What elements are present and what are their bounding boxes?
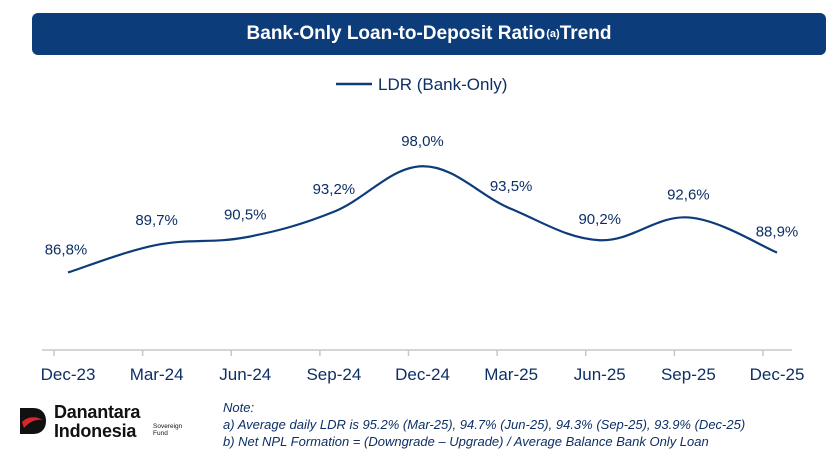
x-tick-label: Sep-24 [306, 365, 361, 384]
chart-legend: LDR (Bank-Only) [336, 75, 507, 94]
chart-title-bar: Bank-Only Loan-to-Deposit Ratio (a) Trend [32, 13, 826, 55]
brand-line2: Indonesia [54, 421, 137, 441]
data-label-dec-24: 98,0% [401, 133, 444, 150]
series-line [67, 165, 778, 274]
x-tick-label: Jun-24 [219, 365, 271, 384]
note-title: Note: [223, 400, 255, 415]
data-label-mar-24: 89,7% [135, 212, 178, 229]
chart-title-suffix: Trend [559, 23, 612, 44]
note-a: a) Average daily LDR is 95.2% (Mar-25), … [223, 417, 746, 432]
note-b: b) Net NPL Formation = (Downgrade – Upgr… [223, 434, 709, 449]
data-label-dec-25: 88,9% [756, 224, 799, 241]
x-tick-label: Dec-24 [395, 365, 450, 384]
chart-title: Bank-Only Loan-to-Deposit Ratio [246, 23, 546, 44]
legend-label: LDR (Bank-Only) [378, 75, 507, 94]
x-tick-label: Sep-25 [661, 365, 716, 384]
data-labels: 86,8% 89,7% 90,5% 93,2% 98,0% 93,5% 90,2% 92,6%… [45, 133, 799, 258]
x-tick-label: Mar-24 [130, 365, 184, 384]
ldr-line-chart: LDR (Bank-Only) Dec-23 Mar-24 Jun-24 Sep-24… [41, 75, 805, 384]
footnote: Note: a) Average daily LDR is 95.2% (Mar… [223, 399, 823, 450]
chart-title-superscript: (a) [546, 28, 560, 40]
data-label-jun-25: 90,2% [578, 211, 621, 228]
x-axis: Dec-23 Mar-24 Jun-24 Sep-24 Dec-24 Mar-25 Jun-… [41, 349, 805, 384]
logo-text: Danantara Indonesia [54, 403, 140, 441]
x-tick-label: Dec-25 [750, 365, 805, 384]
brand-tag: Sovereign Fund [153, 423, 183, 437]
data-label-sep-25: 92,6% [667, 186, 710, 203]
x-tick-label: Dec-23 [41, 365, 96, 384]
data-label-jun-24: 90,5% [224, 206, 267, 223]
series-ldr-bank-only [67, 165, 778, 274]
data-label-dec-23: 86,8% [45, 241, 88, 258]
data-label-sep-24: 93,2% [313, 181, 356, 198]
x-tick-label: Mar-25 [484, 365, 538, 384]
brand-line1: Danantara [54, 402, 141, 422]
x-tick-label: Jun-25 [574, 365, 626, 384]
data-label-mar-25: 93,5% [490, 178, 533, 195]
danantara-logo-icon [20, 408, 46, 434]
danantara-logo: Danantara Indonesia Sovereign Fund [16, 401, 216, 447]
